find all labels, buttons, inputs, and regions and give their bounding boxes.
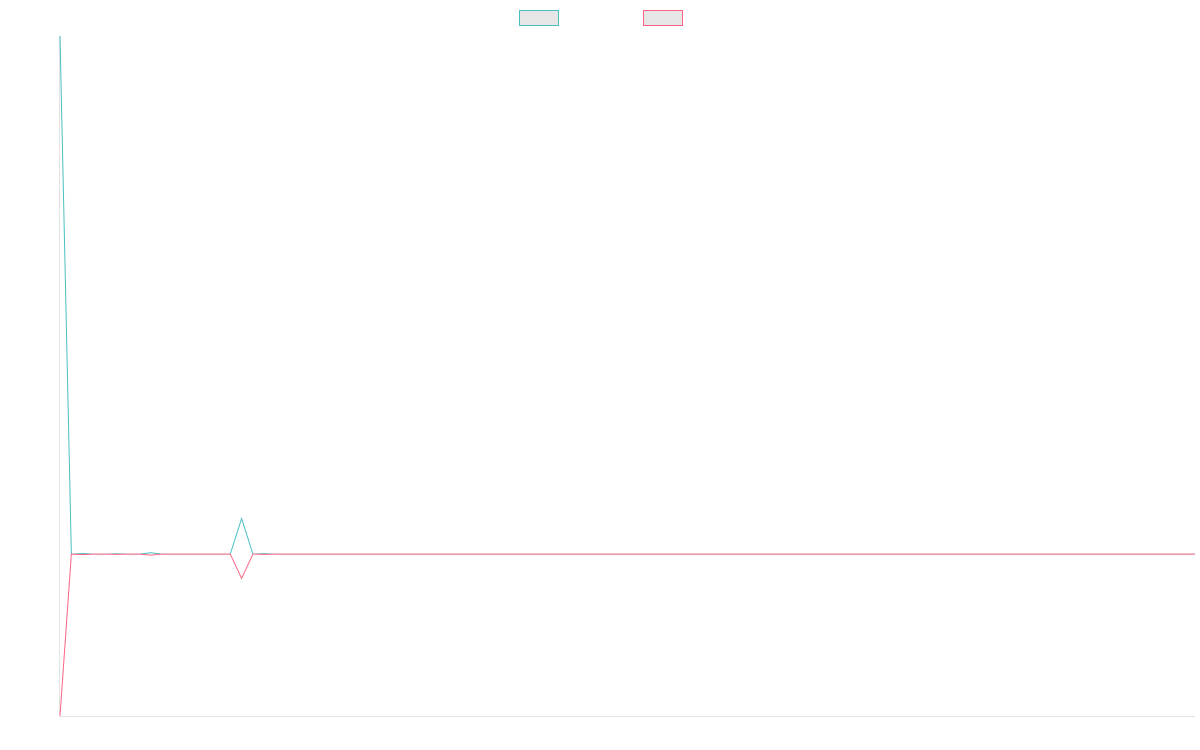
chart-legend [519, 10, 683, 26]
chart-axes [59, 36, 1195, 717]
legend-swatch-2 [643, 10, 683, 26]
legend-swatch-1 [519, 10, 559, 26]
series-layer [59, 35, 1195, 717]
legend-item-1[interactable] [519, 10, 559, 26]
legend-item-2[interactable] [643, 10, 683, 26]
series-line-2 [59, 553, 1195, 717]
series-line-1 [59, 35, 1195, 555]
